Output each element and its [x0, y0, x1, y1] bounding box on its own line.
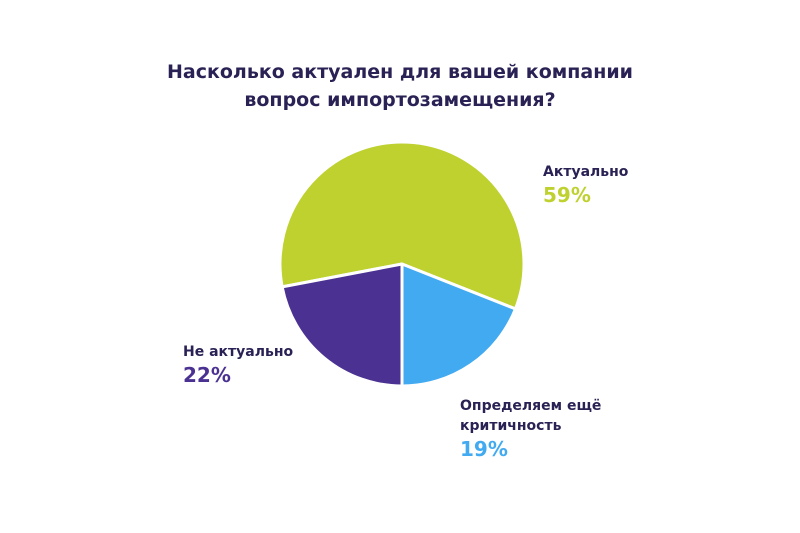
- slice-value-ne-aktualno: 22%: [183, 363, 231, 387]
- slice-label-ne-aktualno: Не актуально 22%: [183, 342, 293, 388]
- slice-value-aktualno: 59%: [543, 183, 591, 207]
- pie-slice-ne-aktualno: [280, 262, 404, 388]
- chart-title-line-1: Насколько актуален для вашей компании: [166, 61, 633, 83]
- slice-label-opredelyaem: Определяем ещё критичность 19%: [460, 396, 620, 462]
- slice-name-aktualno: Актуально: [543, 164, 629, 180]
- slice-name-opredelyaem: Определяем ещё критичность: [460, 398, 602, 434]
- slice-label-aktualno: Актуально 59%: [543, 162, 628, 208]
- slice-name-ne-aktualno: Не актуально: [183, 344, 294, 360]
- slice-value-opredelyaem: 19%: [460, 437, 508, 461]
- pie-slice-aktualno: [278, 140, 526, 311]
- chart-title-line-2: вопрос импортозамещения?: [244, 89, 556, 111]
- chart-title: Насколько актуален для вашей компании во…: [150, 58, 650, 114]
- pie-slice-opredelyaem: [400, 262, 517, 388]
